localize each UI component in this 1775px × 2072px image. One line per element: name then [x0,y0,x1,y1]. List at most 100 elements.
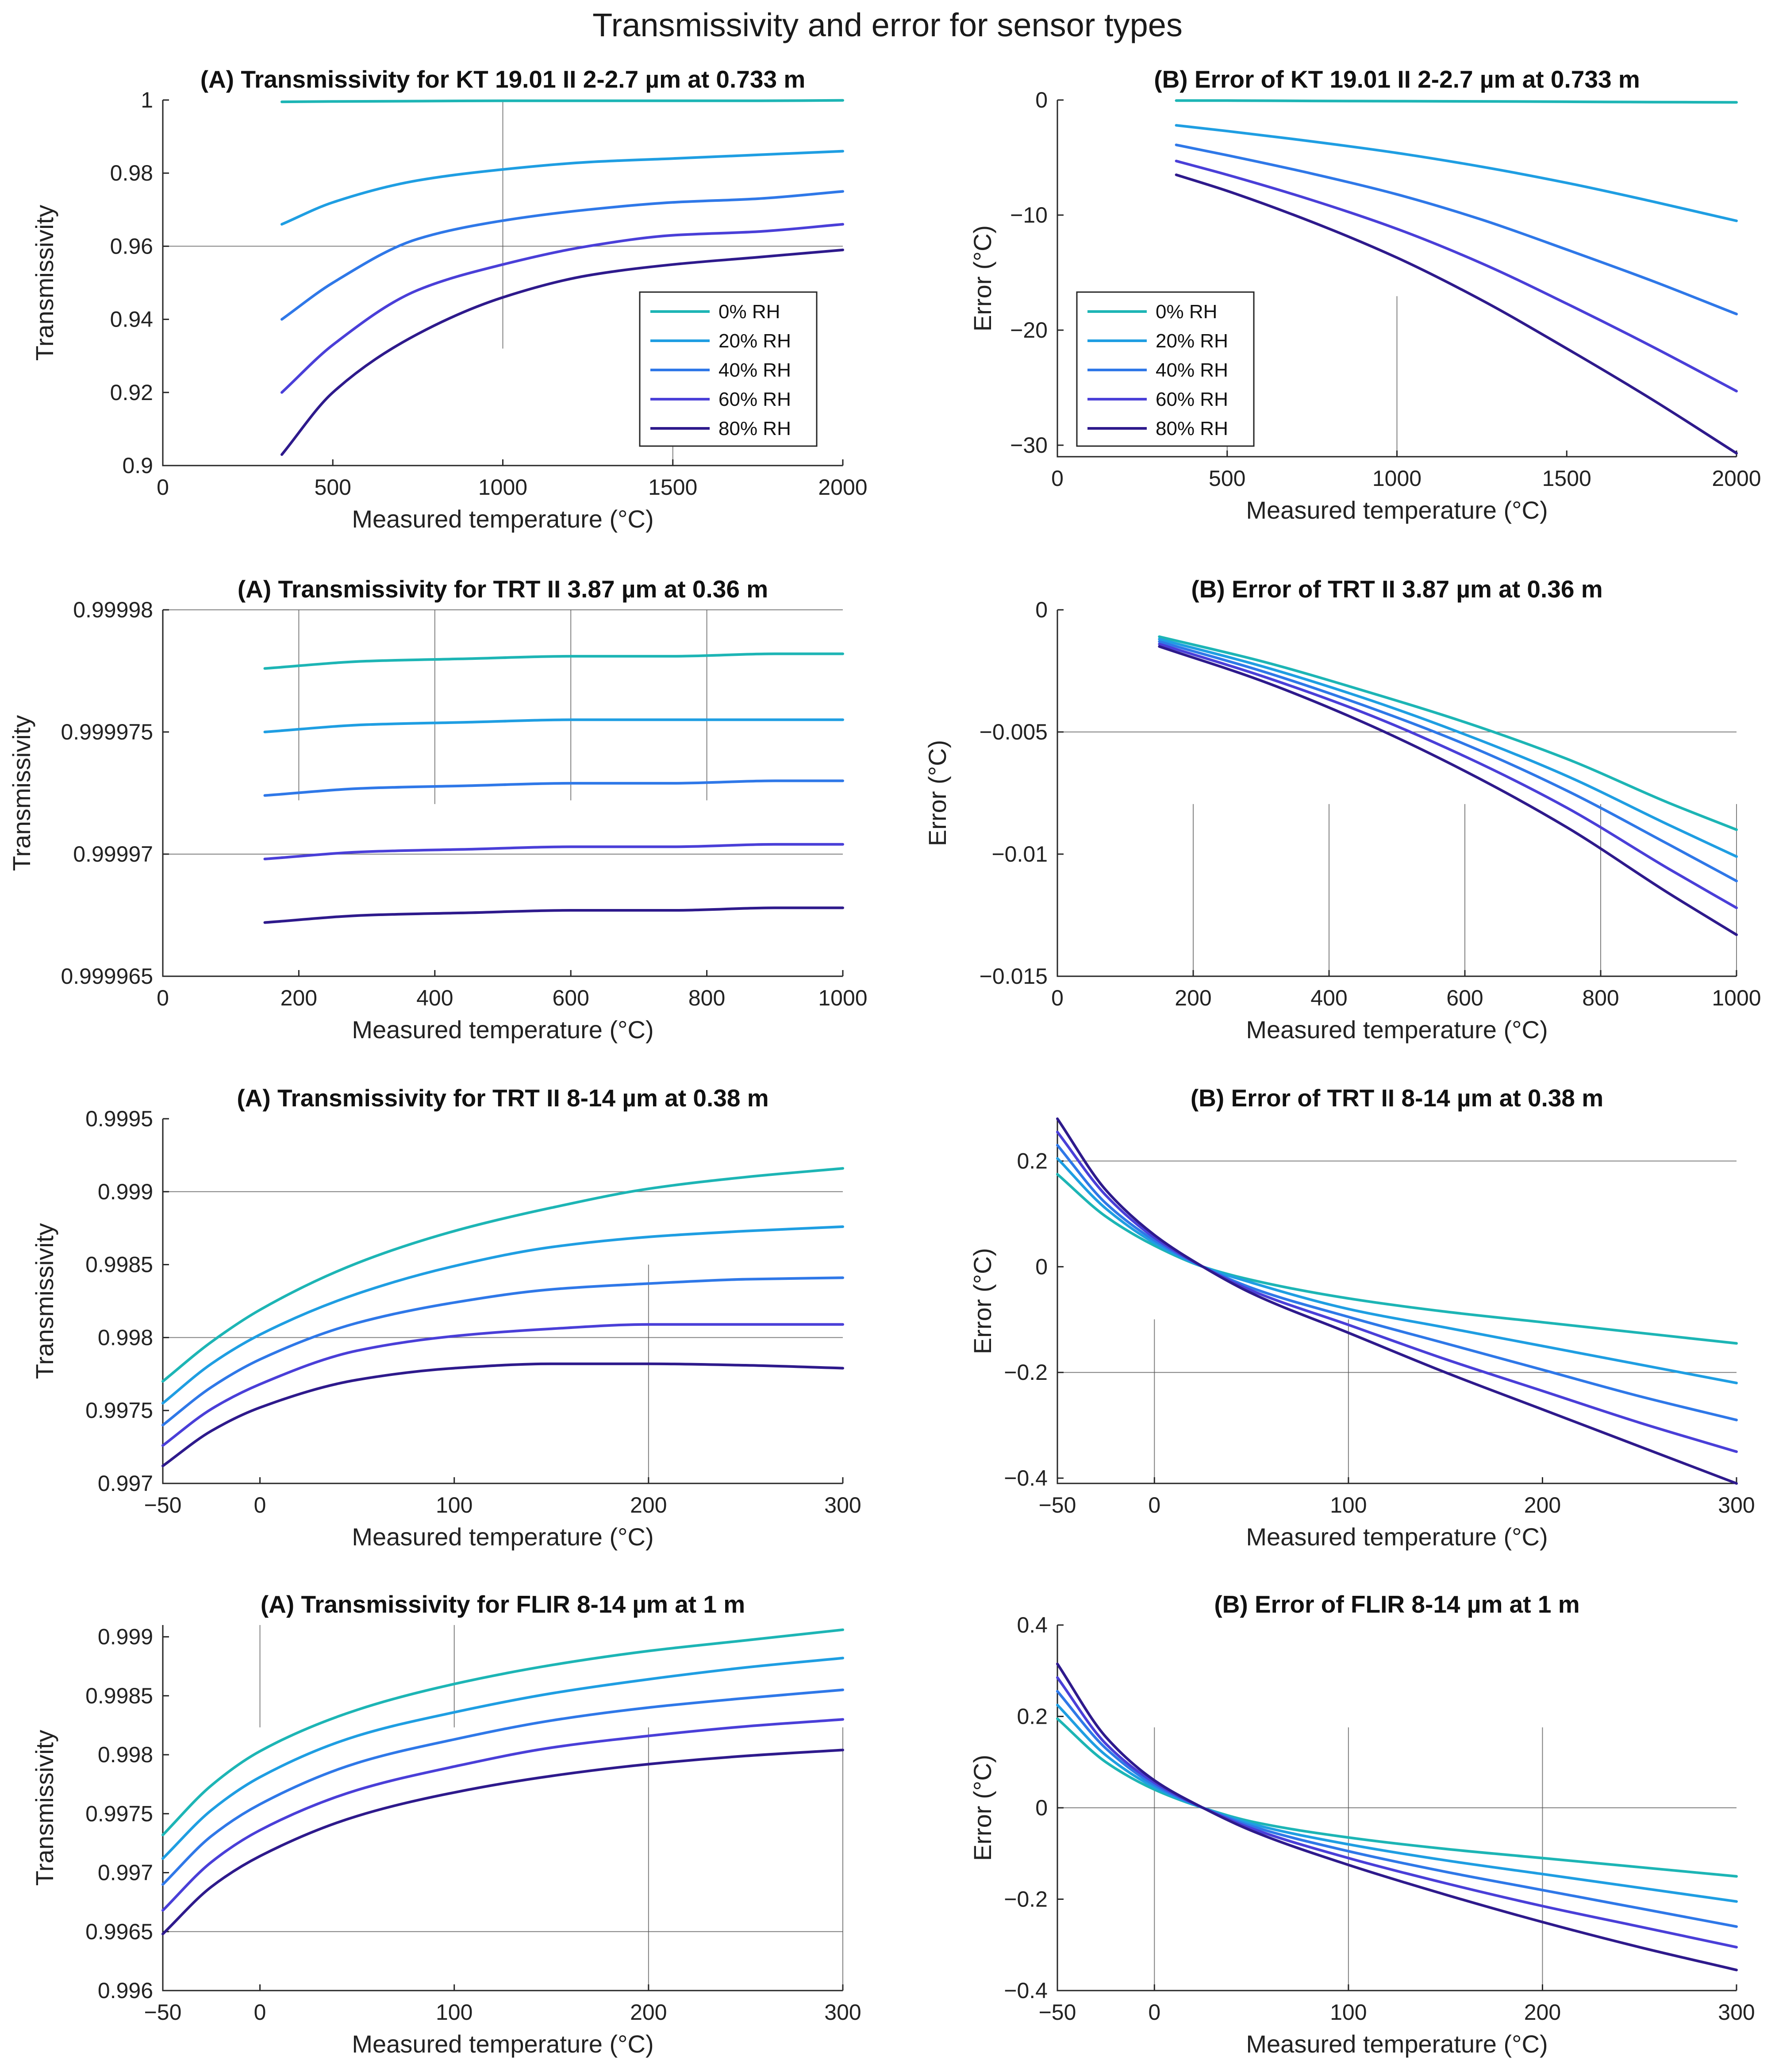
y-tick-label: −0.4 [1004,1978,1048,2003]
y-axis-label: Transmissivity [8,715,35,871]
series-line-0-rh [280,99,844,104]
series-line-40-rh [1158,640,1738,882]
series-line-40-rh [1175,143,1738,316]
chart-title: (B) Error of FLIR 8-14 µm at 1 m [1214,1591,1579,1618]
series-line-0-rh [1056,1717,1738,1878]
y-axis-label: Transmissivity [31,1730,58,1886]
x-tick-label: 1000 [818,986,867,1010]
x-tick-label: 100 [1330,2000,1367,2025]
x-tick-label: 1000 [1712,986,1761,1010]
series-line-60-rh [1056,1676,1738,1949]
legend-label: 20% RH [1156,330,1228,352]
x-axis-label: Measured temperature (°C) [1246,496,1548,524]
x-tick-label: 2000 [818,475,867,500]
x-tick-label: 100 [1330,1493,1367,1517]
x-tick-label: 0 [1051,466,1064,491]
series-line-40-rh [161,1276,844,1427]
series-line-0-rh [263,652,844,670]
x-tick-label: 400 [416,986,453,1010]
y-tick-label: −0.015 [980,964,1048,989]
x-tick-label: 800 [1582,986,1619,1010]
y-tick-label: 0.997 [98,1860,153,1885]
series-line-80-rh [263,906,844,924]
series-line-20-rh [1056,1703,1738,1903]
y-tick-label: 0.99998 [73,597,153,622]
y-tick-label: −10 [1010,203,1048,227]
legend-label: 20% RH [718,330,791,352]
x-tick-label: 200 [1524,1493,1561,1517]
chart-title: (A) Transmissivity for KT 19.01 II 2-2.7… [200,65,806,93]
y-tick-label: −0.2 [1004,1887,1048,1912]
y-tick-label: 0.2 [1017,1704,1048,1729]
y-tick-label: −0.01 [991,842,1048,867]
x-tick-label: −50 [1039,1493,1076,1517]
y-axis-label: Transmissivity [31,205,58,361]
x-tick-label: 600 [1446,986,1483,1010]
y-tick-label: −0.4 [1004,1466,1048,1490]
y-axis-label: Error (°C) [923,740,951,846]
x-tick-label: −50 [144,2000,182,2025]
chart-panel-flir_trans: −50 0 100 200 300 0.996 0.9965 0.997 0.9975 0.998… [31,1591,861,2058]
series-line-80-rh [280,248,844,456]
series-line-60-rh [1056,1130,1738,1453]
series-line-80-rh [1175,173,1738,455]
series-line-40-rh [1056,1144,1738,1421]
y-tick-label: 0.9975 [85,1398,153,1423]
x-axis-label: Measured temperature (°C) [352,1016,653,1044]
x-tick-label: 500 [1209,466,1245,491]
x-tick-label: 1000 [478,475,527,500]
y-tick-label: −0.2 [1004,1360,1048,1385]
y-tick-label: 0.98 [110,161,153,185]
y-tick-label: 0.94 [110,307,153,332]
y-tick-label: 0.9965 [85,1919,153,1944]
series-line-60-rh [161,1718,844,1912]
series-line-60-rh [1175,159,1738,393]
series-line-60-rh [1158,643,1738,909]
x-tick-label: 200 [630,2000,667,2025]
y-tick-label: 0.92 [110,380,153,405]
series-line-60-rh [263,843,844,860]
x-tick-label: 0 [254,2000,266,2025]
series-line-40-rh [263,779,844,797]
legend-label: 40% RH [1156,359,1228,381]
x-tick-label: 300 [824,2000,861,2025]
legend-label: 0% RH [1156,301,1217,323]
x-tick-label: 200 [1524,2000,1561,2025]
legend-label: 40% RH [718,359,791,381]
series-line-0-rh [161,1628,844,1837]
x-tick-label: 300 [824,1493,861,1517]
series-line-20-rh [1158,638,1738,858]
chart-title: (B) Error of TRT II 3.87 µm at 0.36 m [1191,575,1602,603]
chart-panel-kt_err: 0 500 1000 1500 2000 −30 −20 −10 0 (B) Error of K… [968,65,1761,524]
chart-panel-kt_trans: 0 500 1000 1500 2000 0.9 0.92 0.94 0.96 0.98 1 (A) … [31,65,868,533]
x-tick-label: 200 [1175,986,1211,1010]
chart-title: (B) Error of KT 19.01 II 2-2.7 µm at 0.7… [1154,65,1640,93]
y-tick-label: 0.96 [110,234,153,258]
y-tick-label: 0.998 [98,1325,153,1350]
y-tick-label: 0.99997 [73,842,153,867]
x-tick-label: 800 [688,986,725,1010]
y-tick-label: 0.2 [1017,1149,1048,1174]
x-tick-label: 0 [157,986,169,1010]
y-tick-label: −30 [1010,433,1048,458]
legend-label: 60% RH [1156,389,1228,410]
series-line-60-rh [280,223,844,394]
x-tick-label: 300 [1718,2000,1755,2025]
x-tick-label: −50 [1039,2000,1076,2025]
chart-title: (B) Error of TRT II 8-14 µm at 0.38 m [1191,1084,1603,1112]
y-axis-label: Error (°C) [968,225,996,331]
x-tick-label: 200 [280,986,317,1010]
x-tick-label: 1500 [1542,466,1591,491]
x-tick-label: 2000 [1712,466,1761,491]
series-line-20-rh [1056,1157,1738,1385]
x-tick-label: 100 [436,2000,473,2025]
y-tick-label: 0.4 [1017,1613,1048,1637]
x-tick-label: 0 [157,475,169,500]
series-line-20-rh [161,1225,844,1405]
legend: 0% RH 20% RH 40% RH 60% RH 80% RH [1076,291,1255,447]
chart-panel-trt387_err: 0 200 400 600 800 1000 −0.015 −0.01 −0.005 0 (B) E… [923,575,1761,1044]
x-tick-label: 300 [1718,1493,1755,1517]
y-tick-label: 0.9985 [85,1252,153,1277]
series-line-20-rh [1175,124,1738,222]
